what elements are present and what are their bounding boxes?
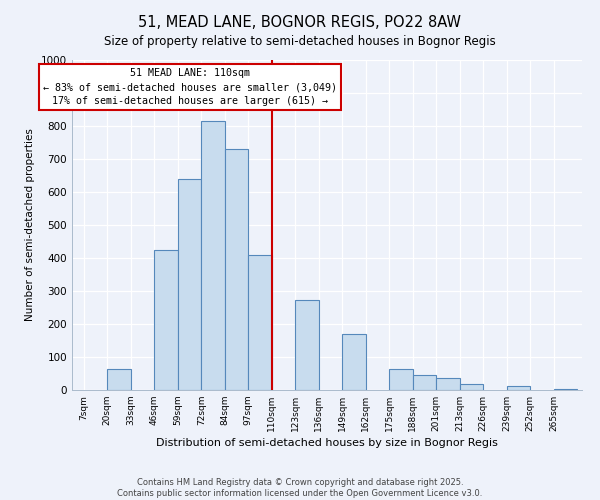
Bar xyxy=(295,300,319,390)
X-axis label: Distribution of semi-detached houses by size in Bognor Regis: Distribution of semi-detached houses by … xyxy=(156,438,498,448)
Bar xyxy=(507,386,530,390)
Bar xyxy=(389,368,413,390)
Bar xyxy=(225,149,248,390)
Bar xyxy=(154,250,178,390)
Text: Contains HM Land Registry data © Crown copyright and database right 2025.
Contai: Contains HM Land Registry data © Crown c… xyxy=(118,478,482,498)
Bar xyxy=(436,378,460,390)
Bar xyxy=(413,375,436,390)
Bar xyxy=(107,369,131,390)
Text: Size of property relative to semi-detached houses in Bognor Regis: Size of property relative to semi-detach… xyxy=(104,35,496,48)
Y-axis label: Number of semi-detached properties: Number of semi-detached properties xyxy=(25,128,35,322)
Text: 51 MEAD LANE: 110sqm
← 83% of semi-detached houses are smaller (3,049)
17% of se: 51 MEAD LANE: 110sqm ← 83% of semi-detac… xyxy=(43,68,337,106)
Text: 51, MEAD LANE, BOGNOR REGIS, PO22 8AW: 51, MEAD LANE, BOGNOR REGIS, PO22 8AW xyxy=(139,15,461,30)
Bar xyxy=(248,254,272,390)
Bar xyxy=(342,334,366,390)
Bar xyxy=(460,384,483,390)
Bar xyxy=(178,180,201,390)
Bar xyxy=(201,121,225,390)
